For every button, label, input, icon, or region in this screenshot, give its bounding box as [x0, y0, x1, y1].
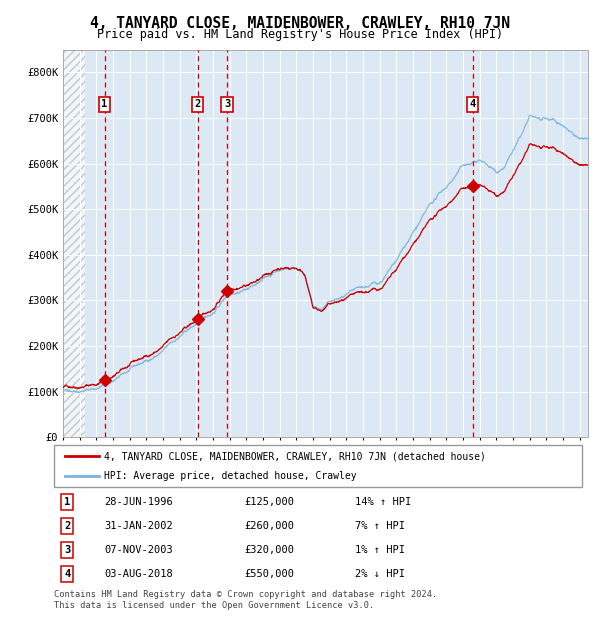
- Text: £260,000: £260,000: [244, 521, 294, 531]
- Text: Contains HM Land Registry data © Crown copyright and database right 2024.: Contains HM Land Registry data © Crown c…: [54, 590, 437, 600]
- Text: 2% ↓ HPI: 2% ↓ HPI: [355, 569, 405, 579]
- Text: 3: 3: [64, 545, 70, 555]
- Text: 1: 1: [101, 99, 107, 109]
- Text: 3: 3: [224, 99, 230, 109]
- Text: £550,000: £550,000: [244, 569, 294, 579]
- Text: HPI: Average price, detached house, Crawley: HPI: Average price, detached house, Craw…: [104, 471, 357, 481]
- Text: £125,000: £125,000: [244, 497, 294, 507]
- Text: 4: 4: [470, 99, 476, 109]
- Text: 1% ↑ HPI: 1% ↑ HPI: [355, 545, 405, 555]
- Text: 4: 4: [64, 569, 70, 579]
- Text: 2: 2: [194, 99, 201, 109]
- Text: 28-JUN-1996: 28-JUN-1996: [104, 497, 173, 507]
- Text: 7% ↑ HPI: 7% ↑ HPI: [355, 521, 405, 531]
- Text: 03-AUG-2018: 03-AUG-2018: [104, 569, 173, 579]
- Text: 4, TANYARD CLOSE, MAIDENBOWER, CRAWLEY, RH10 7JN (detached house): 4, TANYARD CLOSE, MAIDENBOWER, CRAWLEY, …: [104, 451, 486, 461]
- Text: 2: 2: [64, 521, 70, 531]
- Text: 4, TANYARD CLOSE, MAIDENBOWER, CRAWLEY, RH10 7JN: 4, TANYARD CLOSE, MAIDENBOWER, CRAWLEY, …: [90, 16, 510, 30]
- Text: 31-JAN-2002: 31-JAN-2002: [104, 521, 173, 531]
- Text: This data is licensed under the Open Government Licence v3.0.: This data is licensed under the Open Gov…: [54, 601, 374, 611]
- Text: 1: 1: [64, 497, 70, 507]
- Text: 14% ↑ HPI: 14% ↑ HPI: [355, 497, 411, 507]
- Text: £320,000: £320,000: [244, 545, 294, 555]
- Text: 07-NOV-2003: 07-NOV-2003: [104, 545, 173, 555]
- Text: Price paid vs. HM Land Registry's House Price Index (HPI): Price paid vs. HM Land Registry's House …: [97, 28, 503, 41]
